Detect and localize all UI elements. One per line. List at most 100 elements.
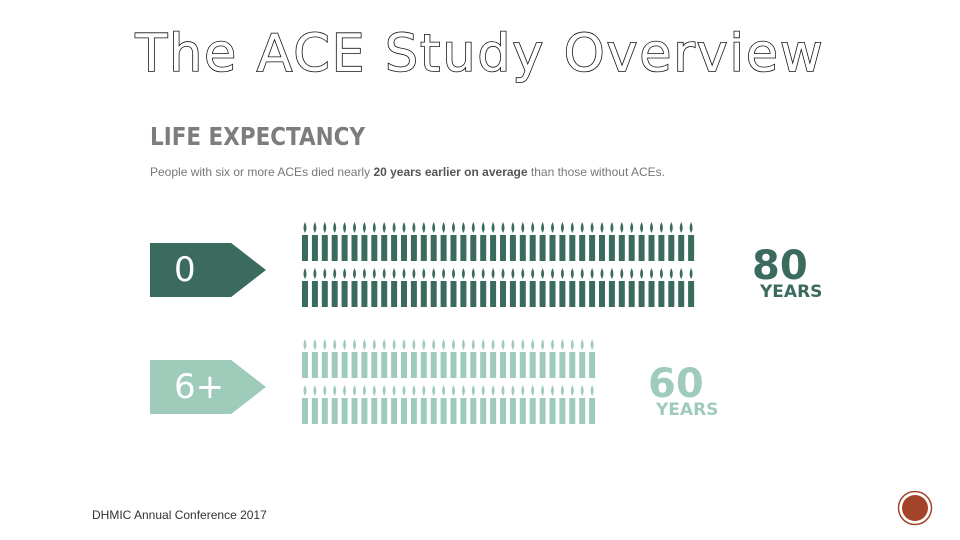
candle-body xyxy=(450,398,457,424)
candle xyxy=(302,268,308,307)
candle-flame xyxy=(442,385,446,396)
candle-flame xyxy=(511,268,515,279)
candle xyxy=(470,385,477,424)
candle-body xyxy=(302,352,308,378)
candle xyxy=(500,339,506,378)
candle xyxy=(599,222,605,261)
candle xyxy=(509,222,516,261)
candle-flame xyxy=(461,385,465,396)
candle-body xyxy=(569,352,576,378)
candle-body xyxy=(321,281,328,307)
candle-flame xyxy=(650,222,653,233)
candle-flame xyxy=(551,339,554,350)
candle-flame xyxy=(521,268,525,279)
candle-body xyxy=(371,398,378,424)
candle-flame xyxy=(392,385,396,396)
candle-body xyxy=(371,281,378,307)
candle-flame xyxy=(323,385,327,396)
candle-flame xyxy=(303,268,307,279)
candle-flame xyxy=(333,385,337,396)
candle-body xyxy=(430,352,437,378)
candle-body xyxy=(311,398,318,424)
candle-flame xyxy=(353,385,356,396)
candle-flame xyxy=(353,222,356,233)
candle-flame xyxy=(689,222,693,233)
candle xyxy=(410,339,417,378)
candle-body xyxy=(361,352,368,378)
candle xyxy=(668,268,675,307)
candle-flame xyxy=(471,268,475,279)
candle xyxy=(668,222,675,261)
candle-body xyxy=(480,235,487,261)
candle-flame xyxy=(362,385,366,396)
candle-body xyxy=(539,235,546,261)
candle-body xyxy=(381,281,388,307)
candle-body xyxy=(539,352,546,378)
candle-body xyxy=(608,281,615,307)
candle-flame xyxy=(590,268,594,279)
candle-flame xyxy=(580,339,584,350)
candle xyxy=(529,268,536,307)
candle-body xyxy=(302,235,308,261)
candle-body xyxy=(410,235,417,261)
candle-body xyxy=(341,398,348,424)
candle-flame xyxy=(501,385,505,396)
candle-body xyxy=(361,281,368,307)
candle xyxy=(500,222,506,261)
candle-flame xyxy=(372,268,376,279)
candle-body xyxy=(678,235,685,261)
candle-body xyxy=(341,235,348,261)
candle-flame xyxy=(461,268,465,279)
candle-body xyxy=(440,352,447,378)
candle xyxy=(331,385,338,424)
candle-body xyxy=(321,398,328,424)
candles-six-plus-aces xyxy=(302,339,596,424)
candle-flame xyxy=(461,339,465,350)
candle xyxy=(391,222,398,261)
candle xyxy=(569,339,576,378)
candle-flame xyxy=(442,339,446,350)
candle-body xyxy=(549,281,556,307)
candle-body xyxy=(589,352,596,378)
candle-flame xyxy=(501,339,505,350)
candle-body xyxy=(371,352,378,378)
candle xyxy=(658,268,665,307)
candle-body xyxy=(470,352,477,378)
candle-body xyxy=(599,235,605,261)
age-unit-zero-aces: YEARS xyxy=(760,282,823,302)
candle xyxy=(559,385,566,424)
candle-flame xyxy=(343,339,347,350)
candle xyxy=(410,268,417,307)
candle-flame xyxy=(531,339,535,350)
candle-body xyxy=(420,281,427,307)
candle xyxy=(559,268,566,307)
candle-body xyxy=(500,281,506,307)
infographic-subtitle: People with six or more ACEs died nearly… xyxy=(150,165,665,179)
candle-flame xyxy=(570,339,574,350)
candle-body xyxy=(579,398,586,424)
candle-flame xyxy=(640,222,644,233)
subtitle-post: than those without ACEs. xyxy=(527,165,665,179)
candle-body xyxy=(549,398,556,424)
candle-body xyxy=(648,281,655,307)
candle-body xyxy=(420,352,427,378)
candle-flame xyxy=(412,268,416,279)
candle-body xyxy=(331,281,338,307)
subtitle-bold: 20 years earlier on average xyxy=(373,165,528,179)
candle xyxy=(361,268,368,307)
candle-flame xyxy=(353,339,356,350)
candle-flame xyxy=(570,268,574,279)
candle xyxy=(519,339,526,378)
candle xyxy=(549,268,556,307)
candle-body xyxy=(371,235,378,261)
candle-body xyxy=(381,398,388,424)
candle-flame xyxy=(382,339,386,350)
candle-body xyxy=(678,281,685,307)
candle xyxy=(519,385,526,424)
candle-body xyxy=(470,235,477,261)
candle xyxy=(579,222,586,261)
candle-body xyxy=(391,281,398,307)
candle xyxy=(430,222,437,261)
age-number-six-plus-aces: 60 xyxy=(648,361,704,407)
age-unit-six-plus-aces: YEARS xyxy=(656,400,719,420)
